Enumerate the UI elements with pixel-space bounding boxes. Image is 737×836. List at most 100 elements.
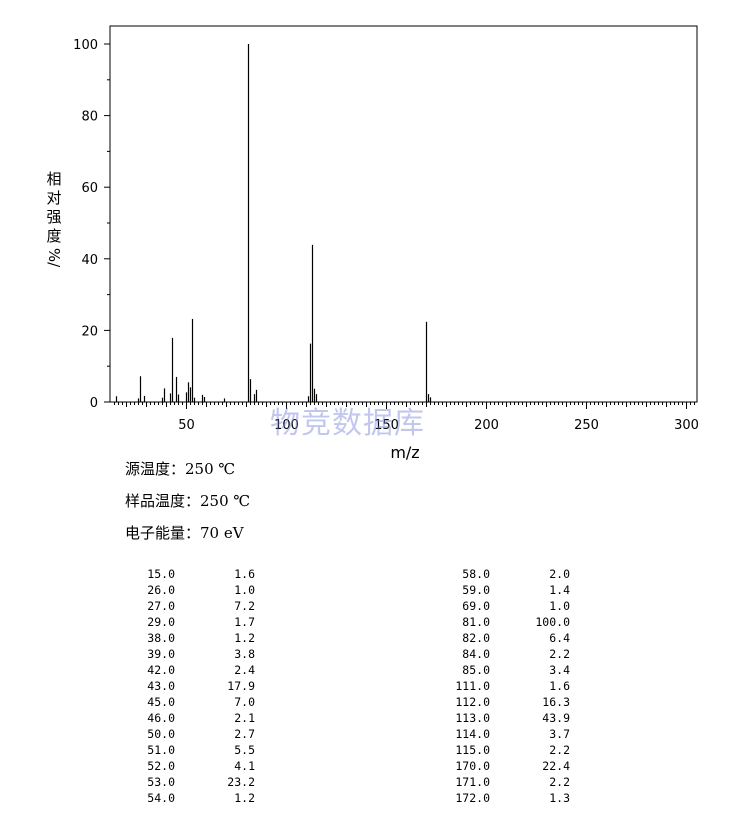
peak-abundance: 1.4 [549,583,570,597]
y-tick-label: 60 [81,181,98,196]
peak-row: 113.0 43.9 [430,710,570,726]
peak-mz: 50.0 [147,727,175,741]
mass-spectrum-chart: 50 100 150 200 250 300 0 20 40 60 80 100 m/z [73,25,699,460]
peak-mz: 46.0 [147,711,175,725]
peak-mz: 58.0 [462,567,490,581]
peak-abundance: 3.4 [549,663,570,677]
peak-abundance: 22.4 [542,759,570,773]
peak-mz: 171.0 [455,775,490,789]
sample-temperature: 样品温度：250 ℃ [125,490,250,511]
peak-abundance: 1.2 [234,791,255,805]
peak-abundance: 2.2 [549,647,570,661]
peak-row: 52.0 4.1 [115,758,255,774]
peak-mz: 113.0 [455,711,490,725]
peak-mz: 42.0 [147,663,175,677]
electron-energy-label: 电子能量： [125,524,201,542]
x-tick-label: 50 [178,418,195,433]
peak-abundance: 2.0 [549,567,570,581]
peak-row: 82.0 6.4 [430,630,570,646]
peak-row: 58.0 2.0 [430,566,570,582]
peak-mz: 111.0 [455,679,490,693]
x-tick-label: 250 [574,418,599,433]
peak-mz: 85.0 [462,663,490,677]
peak-abundance: 1.0 [549,599,570,613]
peak-mz: 38.0 [147,631,175,645]
peak-row: 112.0 16.3 [430,694,570,710]
peak-mz: 81.0 [462,615,490,629]
peak-mz: 29.0 [147,615,175,629]
y-tick-label: 20 [81,324,98,339]
y-tick-label: 80 [81,110,98,125]
peak-mz: 27.0 [147,599,175,613]
peak-row: 43.0 17.9 [115,678,255,694]
electron-energy-value: 70 eV [200,524,244,542]
peak-row: 53.0 23.2 [115,774,255,790]
peak-abundance: 5.5 [234,743,255,757]
peak-abundance: 3.8 [234,647,255,661]
peak-abundance: 43.9 [542,711,570,725]
peak-mz: 53.0 [147,775,175,789]
peak-abundance: 1.2 [234,631,255,645]
source-temperature: 源温度：250 ℃ [125,458,235,479]
watermark: 物竞数据库 [270,406,425,441]
peak-row: 51.0 5.5 [115,742,255,758]
y-tick-label: 100 [73,38,98,53]
peak-mz: 45.0 [147,695,175,709]
peak-abundance: 3.7 [549,727,570,741]
peak-table-left: 15.0 1.6 26.0 1.0 27.0 7.2 29.0 1.7 38.0 1.2 39.0 3… [115,566,255,806]
peak-row: 29.0 1.7 [115,614,255,630]
peak-abundance: 1.6 [234,567,255,581]
peak-row: 84.0 2.2 [430,646,570,662]
peak-abundance: 7.2 [234,599,255,613]
peak-mz: 59.0 [462,583,490,597]
peak-mz: 54.0 [147,791,175,805]
peak-table-right: 58.0 2.0 59.0 1.4 69.0 1.0 81.0 100.0 82.0 6.4 84.… [430,566,570,806]
peak-mz: 84.0 [462,647,490,661]
peak-abundance: 4.1 [234,759,255,773]
peak-row: 27.0 7.2 [115,598,255,614]
peak-row: 69.0 1.0 [430,598,570,614]
peak-mz: 69.0 [462,599,490,613]
peak-abundance: 2.2 [549,743,570,757]
peak-row: 59.0 1.4 [430,582,570,598]
peak-mz: 51.0 [147,743,175,757]
x-tick-label: 150 [374,418,399,433]
peak-abundance: 16.3 [542,695,570,709]
peak-abundance: 17.9 [227,679,255,693]
plot-frame [109,25,698,403]
peak-abundance: 2.7 [234,727,255,741]
peak-mz: 43.0 [147,679,175,693]
peak-row: 45.0 7.0 [115,694,255,710]
peak-row: 172.0 1.3 [430,790,570,806]
peak-row: 39.0 3.8 [115,646,255,662]
peak-mz: 26.0 [147,583,175,597]
peak-mz: 112.0 [455,695,490,709]
sample-temperature-label: 样品温度： [125,492,201,510]
peak-row: 170.0 22.4 [430,758,570,774]
peak-row: 81.0 100.0 [430,614,570,630]
peak-abundance: 1.6 [549,679,570,693]
peak-row: 85.0 3.4 [430,662,570,678]
peak-abundance: 7.0 [234,695,255,709]
peak-abundance: 2.4 [234,663,255,677]
peak-mz: 114.0 [455,727,490,741]
x-tick-label: 300 [674,418,699,433]
electron-energy: 电子能量：70 eV [125,522,244,543]
peak-row: 42.0 2.4 [115,662,255,678]
peak-row: 15.0 1.6 [115,566,255,582]
peak-abundance: 23.2 [227,775,255,789]
peak-row: 54.0 1.2 [115,790,255,806]
peak-row: 38.0 1.2 [115,630,255,646]
peak-mz: 15.0 [147,567,175,581]
peak-row: 26.0 1.0 [115,582,255,598]
peak-row: 115.0 2.2 [430,742,570,758]
peak-mz: 39.0 [147,647,175,661]
y-axis-unit: %/ [45,247,64,268]
sample-temperature-value: 250 ℃ [200,492,251,510]
peak-abundance: 100.0 [535,615,570,629]
peak-mz: 172.0 [455,791,490,805]
peak-row: 114.0 3.7 [430,726,570,742]
y-tick-label: 0 [90,396,98,411]
source-temperature-value: 250 ℃ [185,460,236,478]
peak-mz: 170.0 [455,759,490,773]
